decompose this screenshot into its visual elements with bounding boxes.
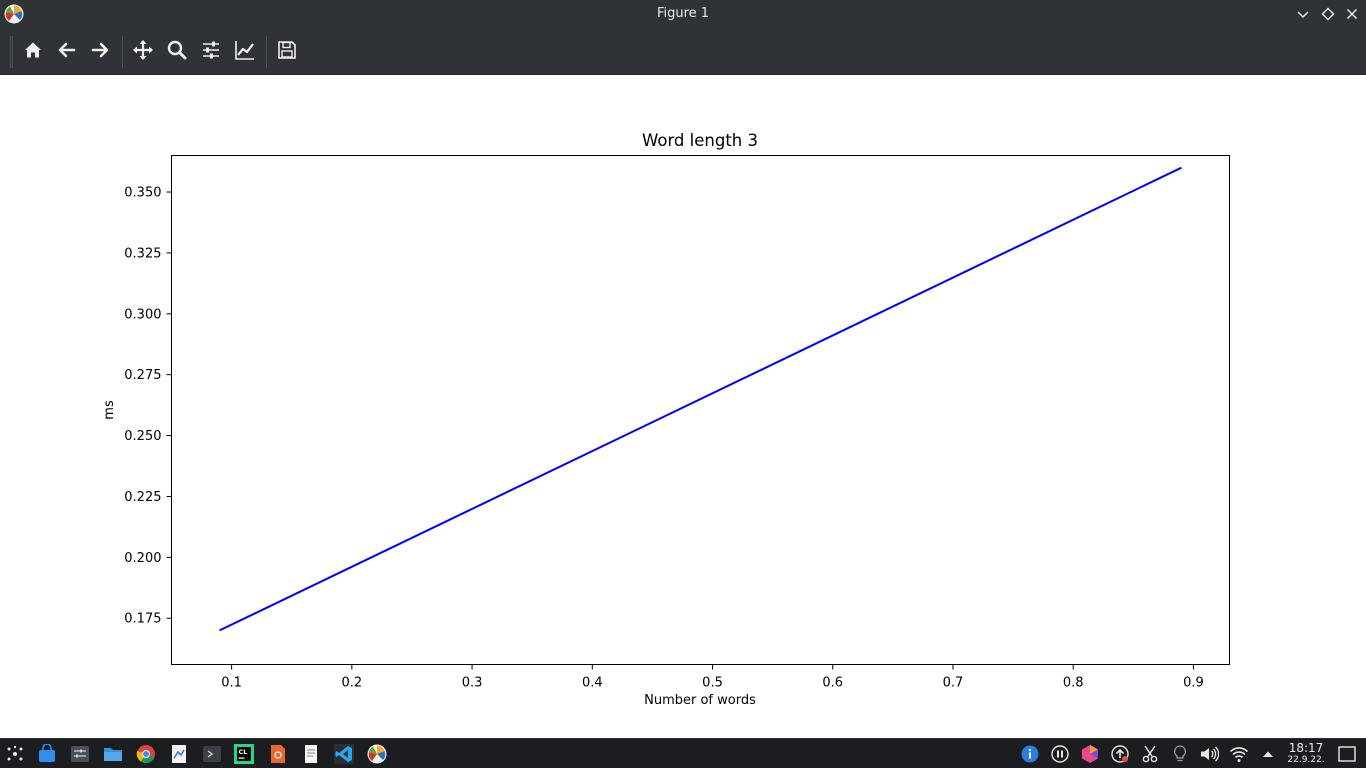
maximize-icon[interactable] — [1320, 6, 1336, 22]
y-tick-label: 0.300 — [124, 307, 161, 322]
clock-time: 18:17 — [1288, 741, 1324, 755]
clock-date: 22.9.22. — [1287, 755, 1325, 765]
active-window-indicator — [240, 739, 248, 754]
matplotlib-icon[interactable] — [4, 4, 24, 24]
x-tick-label: 0.5 — [702, 676, 723, 691]
presentation-icon[interactable] — [268, 744, 288, 764]
file-manager-icon[interactable] — [103, 744, 123, 764]
y-tick-label: 0.350 — [124, 186, 161, 201]
y-tick-label: 0.200 — [124, 551, 161, 566]
home-icon — [22, 39, 44, 65]
x-tick-label: 0.8 — [1063, 676, 1084, 691]
scissors-icon[interactable] — [1140, 744, 1160, 764]
arrow-right-icon — [89, 39, 111, 65]
chrome-icon[interactable] — [136, 744, 156, 764]
back-button[interactable] — [55, 40, 79, 64]
show-desktop-icon[interactable] — [1337, 744, 1357, 764]
software-center-icon[interactable] — [37, 743, 57, 764]
zoom-button[interactable] — [165, 40, 189, 64]
window-title: Figure 1 — [656, 6, 710, 21]
window-titlebar[interactable]: Figure 1 — [0, 0, 1366, 29]
minimize-icon[interactable] — [1295, 6, 1311, 22]
y-tick-label: 0.325 — [124, 246, 161, 261]
info-icon[interactable] — [1020, 744, 1040, 764]
figure-canvas[interactable]: Word length 3 0.1 0.2 0.3 0.4 0.5 0.6 0.7 0.8 0.… — [0, 75, 1366, 738]
text-editor-icon[interactable] — [301, 744, 321, 764]
app-launcher-icon[interactable] — [5, 744, 25, 764]
y-tick-label: 0.275 — [124, 368, 161, 383]
y-tick-label: 0.225 — [124, 490, 161, 505]
vscode-icon[interactable] — [334, 744, 354, 764]
x-tick-label: 0.6 — [822, 676, 843, 691]
volume-icon[interactable] — [1199, 744, 1220, 764]
series-line-0 — [219, 166, 1182, 632]
toolbar-handle[interactable] — [10, 36, 13, 68]
pause-icon[interactable] — [1050, 744, 1070, 764]
x-tick-label: 0.3 — [462, 676, 483, 691]
bulb-icon[interactable] — [1170, 744, 1190, 764]
x-tick-label: 0.2 — [341, 676, 362, 691]
y-tick-label: 0.175 — [124, 612, 161, 627]
taskbar: CL — [0, 738, 1366, 768]
arrow-left-icon — [56, 39, 78, 65]
x-axis-label: Number of words — [644, 693, 756, 708]
chart-title: Word length 3 — [642, 131, 758, 150]
axes-frame — [171, 155, 1230, 665]
navigation-toolbar — [0, 29, 1366, 75]
terminal-icon[interactable] — [202, 744, 222, 764]
document-viewer-icon[interactable] — [169, 744, 189, 764]
x-tick-label: 0.7 — [943, 676, 964, 691]
forward-button[interactable] — [88, 40, 112, 64]
svg-text:CL: CL — [239, 748, 248, 756]
color-picker-icon[interactable] — [1080, 744, 1100, 764]
line-chart-icon — [234, 39, 256, 65]
sliders-icon — [200, 39, 222, 65]
matplotlib-icon[interactable] — [367, 744, 387, 764]
x-tick-label: 0.1 — [221, 676, 242, 691]
active-window-indicator-2 — [307, 739, 315, 754]
updates-icon[interactable] — [1110, 744, 1130, 764]
home-button[interactable] — [21, 40, 45, 64]
zoom-icon — [166, 39, 188, 65]
clock[interactable]: 18:17 22.9.22. — [1282, 741, 1330, 766]
y-axis-label: ms — [102, 400, 117, 420]
configure-subplots-button[interactable] — [199, 40, 223, 64]
pan-button[interactable] — [131, 40, 155, 64]
tray-expand-icon[interactable] — [1258, 744, 1278, 764]
system-settings-icon[interactable] — [70, 744, 90, 764]
x-tick-label: 0.4 — [582, 676, 603, 691]
edit-axis-button[interactable] — [233, 40, 257, 64]
save-icon — [276, 39, 298, 65]
move-icon — [132, 39, 154, 65]
y-tick-label: 0.250 — [124, 429, 161, 444]
close-icon[interactable] — [1344, 6, 1360, 22]
wifi-icon[interactable] — [1229, 744, 1249, 764]
x-tick-label: 0.9 — [1183, 676, 1204, 691]
clion-icon[interactable]: CL — [234, 744, 254, 764]
line-chart[interactable]: Word length 3 0.1 0.2 0.3 0.4 0.5 0.6 0.7 0.8 0.… — [0, 75, 1366, 738]
save-button[interactable] — [275, 40, 299, 64]
